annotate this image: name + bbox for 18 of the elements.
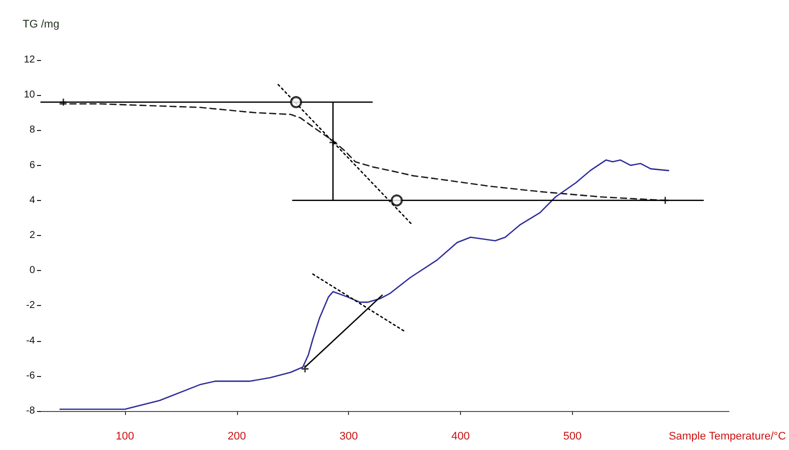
y-tick-label: -6 (26, 370, 36, 382)
y-tick-label: -8 (26, 406, 36, 416)
x-tick-label: 300 (339, 430, 358, 442)
x-tick-label: 200 (228, 430, 246, 442)
y-tick-label: 0 (29, 265, 36, 276)
x-tick-label: 100 (116, 430, 134, 442)
y-tick-label: -2 (26, 300, 36, 312)
y-axis-title: TG /mg (22, 18, 60, 30)
x-axis-title: Sample Temperature/°C (668, 430, 786, 442)
y-tick-label: 6 (29, 160, 36, 171)
y-tick-label: 10 (24, 90, 36, 101)
x-tick-label: 500 (563, 430, 582, 442)
y-tick-label: 12 (24, 54, 36, 66)
y-tick-label: -4 (26, 335, 36, 346)
y-tick-label: 2 (29, 230, 36, 241)
x-tick-label: 400 (451, 430, 470, 442)
y-tick-label: 8 (29, 124, 36, 136)
y-tick-label: 4 (29, 194, 36, 206)
